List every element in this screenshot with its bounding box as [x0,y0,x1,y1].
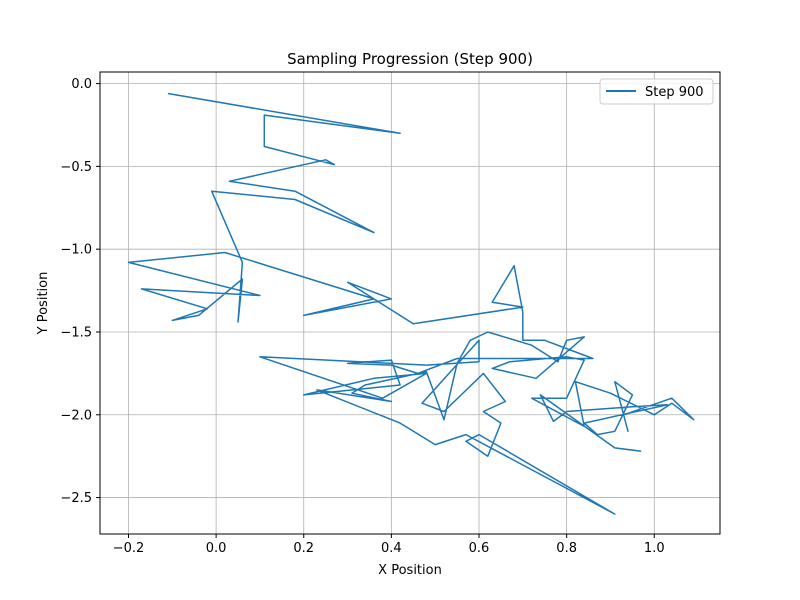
x-tick-label: 0.8 [556,541,577,556]
axes: −0.2 0.0 0.2 0.4 0.6 0.8 1.0 0.0 −0.5 −1.0 −1.5 −2.… [60,77,664,556]
y-tick-label: −1.5 [60,325,92,340]
x-tick-label: 0.6 [469,541,490,556]
grid-lines [100,72,720,534]
y-tick-label: 0.0 [71,77,92,92]
y-tick-label: −0.5 [60,160,92,175]
x-axis-title: X Position [378,563,442,578]
x-tick-label: 0.2 [293,541,314,556]
y-tick-label: −1.0 [60,243,92,258]
plot-area [127,92,695,515]
x-tick-label: 1.0 [644,541,665,556]
y-tick-label: −2.5 [60,491,92,506]
chart-title: Sampling Progression (Step 900) [287,50,533,68]
axes-frame [99,71,721,535]
x-tick-label: −0.2 [113,541,145,556]
x-tick-label: 0.0 [206,541,227,556]
series-line-step-900 [127,92,695,515]
legend-box [599,78,714,105]
legend: Step 900 [599,78,714,105]
legend-label-step-900: Step 900 [645,85,704,100]
y-tick-label: −2.0 [60,408,92,423]
x-tick-label: 0.4 [381,541,402,556]
y-axis-title: Y Position [36,272,51,336]
